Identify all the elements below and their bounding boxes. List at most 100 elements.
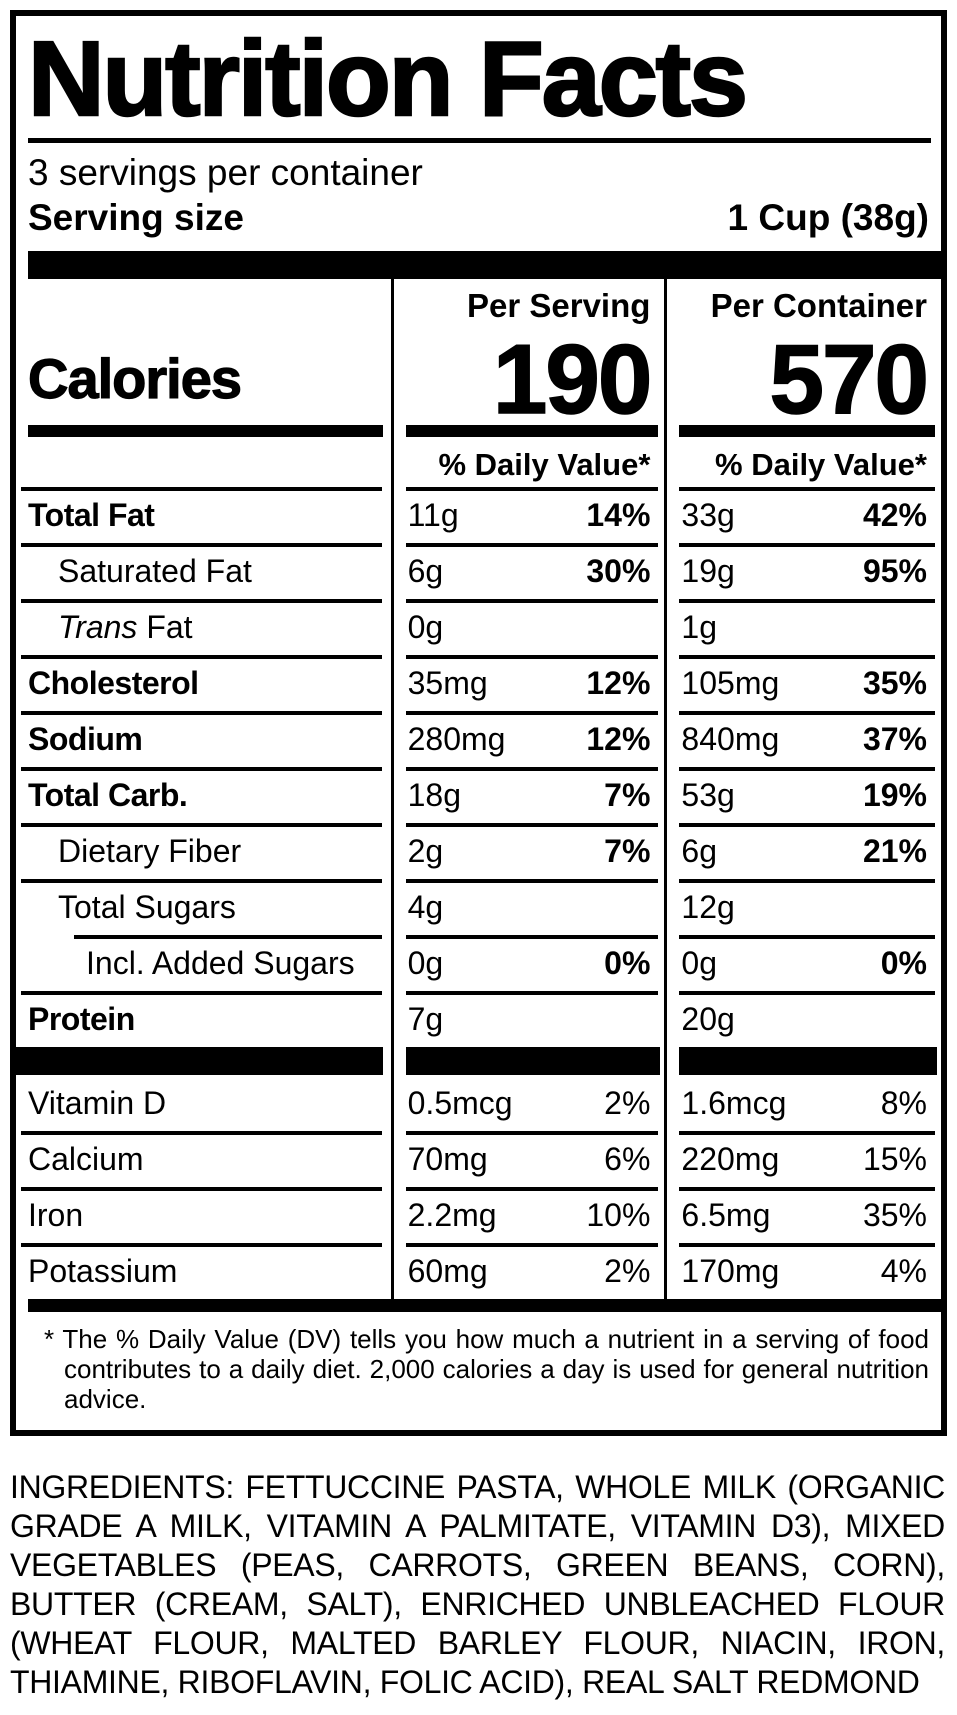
nutrient-name-text: Iron: [28, 1197, 84, 1234]
calories-per-container-value: 570: [769, 323, 930, 434]
nutrient-dv-per-container: 35%: [862, 665, 927, 702]
nutrient-name-italic-part: Trans: [58, 609, 138, 646]
label-title: Nutrition Facts: [27, 20, 749, 138]
nutrient-name-text: Saturated Fat: [58, 553, 252, 590]
thick-divider-bar-top: [28, 251, 941, 280]
calories-per-serving-value: 190: [492, 323, 653, 434]
nutrient-amount-per-container: 0g: [681, 945, 718, 982]
nutrient-name: Incl. Added Sugars: [16, 947, 355, 979]
nutrient-name-text: Total Fat: [28, 497, 155, 534]
title-divider-rule: [28, 138, 931, 143]
thick-divider-bar-bottom: [28, 1299, 941, 1313]
nutrient-dv-per-container: 0%: [880, 945, 927, 982]
footnote-asterisk: *: [44, 1324, 55, 1355]
nutrient-amount-per-serving: 7g: [407, 1001, 444, 1038]
nutrient-dv-per-container: 42%: [862, 497, 927, 534]
footnote-text: The % Daily Value (DV) tells you how muc…: [62, 1324, 929, 1415]
nutrient-dv-per-serving: 12%: [586, 721, 651, 758]
nutrient-name: Trans Fat: [16, 611, 193, 643]
calories-underline-bar: [28, 425, 383, 438]
nutrient-dv-per-container: 8%: [880, 1085, 927, 1122]
nutrient-name-text: Total Sugars: [58, 889, 236, 926]
serving-size-value: 1 Cup (38g): [727, 196, 929, 238]
daily-value-footnote: * The % Daily Value (DV) tells you how m…: [16, 1312, 941, 1416]
calories-underline-bar: [679, 425, 935, 438]
nutrient-name: Vitamin D: [16, 1087, 166, 1119]
thick-divider-bar-mid: [16, 1047, 383, 1076]
nutrient-name: Sodium: [16, 721, 143, 758]
nutrient-amount-per-container: 105mg: [681, 665, 780, 702]
nutrient-amount-per-serving: 2.2mg: [407, 1197, 497, 1234]
nutrient-dv-per-serving: 12%: [586, 665, 651, 702]
nutrient-name: Total Fat: [16, 497, 155, 534]
nutrient-amount-per-container: 220mg: [681, 1141, 780, 1178]
nutrient-dv-per-container: 35%: [862, 1197, 927, 1234]
daily-value-header-serving: % Daily Value*: [390, 437, 665, 488]
nutrient-name: Cholesterol: [16, 667, 199, 699]
nutrient-table: Total Fat 11g 14% 33g 42% Saturated Fat …: [16, 487, 941, 1300]
calories-label: Calories: [27, 346, 242, 411]
nutrient-amount-per-serving: 11g: [407, 497, 459, 534]
nutrient-name: Dietary Fiber: [16, 835, 241, 867]
nutrient-dv-per-container: 15%: [862, 1141, 927, 1178]
nutrient-amount-per-container: 840mg: [681, 721, 780, 758]
nutrient-dv-per-serving: 7%: [604, 777, 651, 814]
nutrient-amount-per-container: 19g: [681, 553, 735, 590]
nutrient-dv-per-container: 95%: [862, 553, 927, 590]
nutrient-name: Total Carb.: [16, 777, 188, 814]
nutrient-name-text: Vitamin D: [28, 1085, 167, 1122]
nutrient-name-text: Calcium: [28, 1141, 144, 1178]
nutrient-name: Total Sugars: [16, 891, 236, 923]
thick-divider-bar-mid: [679, 1047, 937, 1076]
nutrient-dv-per-serving: 30%: [586, 553, 651, 590]
nutrient-dv-per-serving: 0%: [604, 945, 651, 982]
serving-size-label: Serving size: [28, 196, 244, 238]
nutrient-name-text: Sodium: [28, 721, 143, 758]
nutrient-name-text: Protein: [28, 1001, 135, 1038]
per-container-header: Per Container: [664, 279, 941, 326]
nutrient-dv-per-serving: 6%: [604, 1141, 651, 1178]
nutrient-name: Potassium: [16, 1255, 177, 1287]
nutrient-amount-per-serving: 60mg: [407, 1253, 488, 1290]
daily-value-header-container: % Daily Value*: [664, 437, 941, 488]
nutrient-amount-per-container: 6g: [681, 833, 718, 870]
nutrient-amount-per-serving: 0g: [407, 609, 444, 646]
nutrient-dv-per-serving: 2%: [604, 1085, 651, 1122]
nutrient-amount-per-container: 33g: [681, 497, 735, 534]
nutrient-amount-per-container: 53g: [681, 777, 735, 814]
nutrient-dv-per-serving: 10%: [586, 1197, 651, 1234]
nutrient-dv-per-container: 21%: [862, 833, 927, 870]
nutrient-dv-per-container: 37%: [862, 721, 927, 758]
nutrition-facts-label: Nutrition Facts 3 servings per container…: [10, 10, 947, 1437]
nutrient-name-text: Total Carb.: [28, 777, 188, 814]
nutrient-amount-per-serving: 6g: [407, 553, 444, 590]
servings-per-container: 3 servings per container: [28, 152, 423, 193]
nutrient-amount-per-serving: 280mg: [407, 721, 506, 758]
nutrient-amount-per-container: 12g: [681, 889, 735, 926]
nutrient-amount-per-container: 1.6mcg: [681, 1085, 787, 1122]
nutrient-dv-per-container: 19%: [862, 777, 927, 814]
nutrient-dv-per-serving: 14%: [586, 497, 651, 534]
nutrient-amount-per-serving: 18g: [407, 777, 462, 814]
nutrient-amount-per-serving: 35mg: [407, 665, 488, 702]
nutrient-name-text: Dietary Fiber: [58, 833, 242, 870]
nutrient-amount-per-container: 20g: [681, 1001, 735, 1038]
nutrient-dv-per-serving: 7%: [604, 833, 651, 870]
calories-underline-bar: [405, 425, 659, 438]
per-serving-header: Per Serving: [390, 279, 665, 326]
nutrient-dv-per-container: 4%: [880, 1253, 927, 1290]
nutrient-amount-per-serving: 0.5mcg: [407, 1085, 513, 1122]
nutrient-dv-per-serving: 2%: [604, 1253, 651, 1290]
nutrient-amount-per-serving: 70mg: [407, 1141, 488, 1178]
nutrient-name: Iron: [16, 1199, 83, 1231]
ingredients-text: INGREDIENTS: FETTUCCINE PASTA, WHOLE MIL…: [10, 1469, 945, 1701]
nutrient-name: Calcium: [16, 1143, 144, 1175]
nutrient-name: Protein: [16, 1003, 135, 1035]
nutrient-amount-per-container: 6.5mg: [681, 1197, 771, 1234]
nutrient-name-text: Incl. Added Sugars: [86, 945, 355, 982]
nutrient-amount-per-container: 170mg: [681, 1253, 780, 1290]
nutrient-amount-per-serving: 4g: [407, 889, 444, 926]
nutrient-amount-per-serving: 0g: [407, 945, 444, 982]
nutrient-name-text: Cholesterol: [28, 665, 199, 702]
nutrient-name-text: Potassium: [28, 1253, 178, 1290]
